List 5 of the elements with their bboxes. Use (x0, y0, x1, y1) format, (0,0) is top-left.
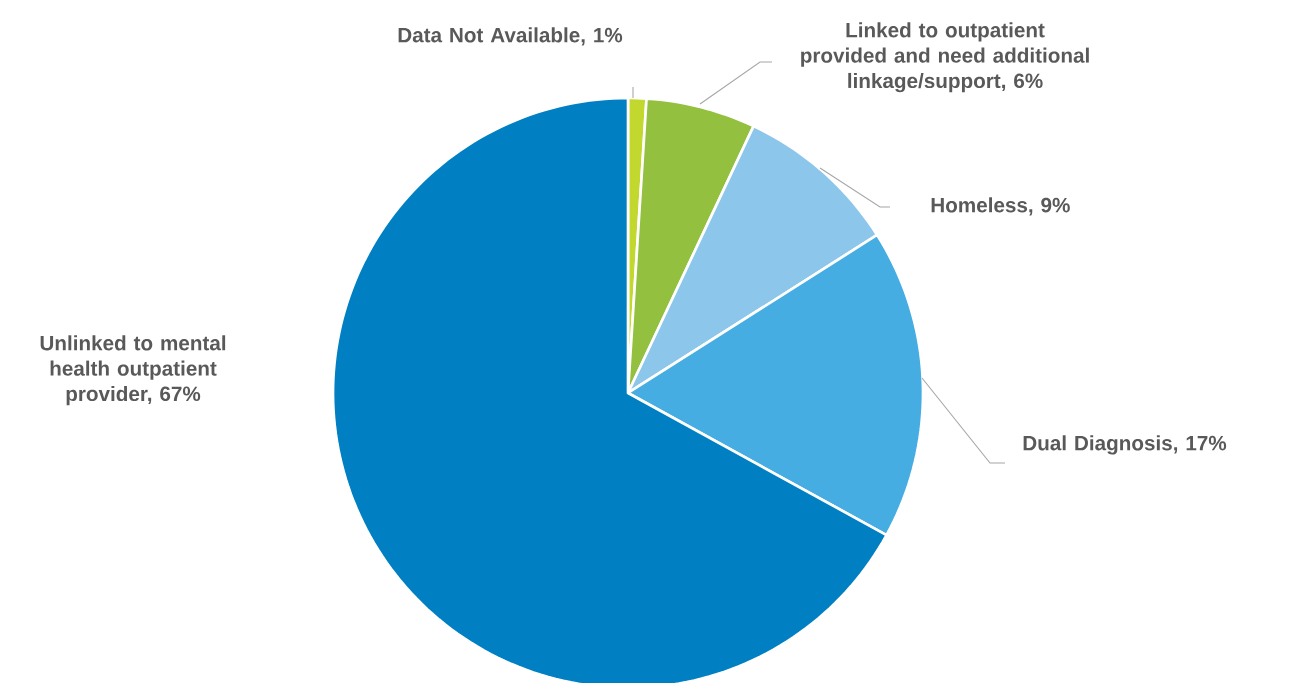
slice-label: Data Not Available, 1% (398, 27, 623, 46)
slice-label: Homeless, 9% (931, 197, 1070, 216)
slice-label: Unlinked to mental health outpatient provider, 67% (40, 335, 226, 406)
slice-label: Dual Diagnosis, 17% (1023, 435, 1227, 455)
slice-label: Linked to outpatient provided and need additional linkage/support, 6% (801, 22, 1089, 93)
